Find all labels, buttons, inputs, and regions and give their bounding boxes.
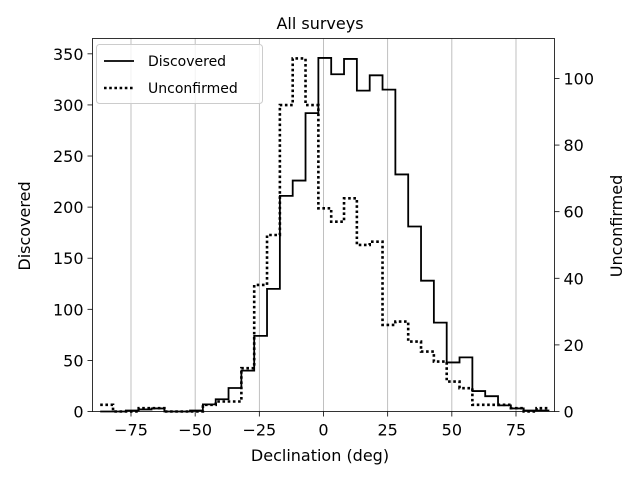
right-y-tick-label: 100: [564, 69, 595, 88]
left-y-tick-label: 100: [53, 300, 84, 319]
series-unconfirmed-step: [100, 57, 550, 413]
left-y-axis-label: Discovered: [15, 181, 34, 270]
left-y-tick-label: 350: [53, 45, 84, 64]
right-y-axis-label: Unconfirmed: [607, 175, 626, 278]
x-tick-label: 25: [377, 421, 397, 440]
x-tick-label: 75: [506, 421, 526, 440]
x-tick-label: −50: [178, 421, 212, 440]
left-y-tick-label: 300: [53, 96, 84, 115]
left-y-tick-label: 150: [53, 249, 84, 268]
legend-box: [96, 44, 263, 104]
legend: Discovered Unconfirmed: [96, 44, 263, 104]
right-y-tick-label: 80: [564, 136, 584, 155]
legend-label-discovered: Discovered: [148, 54, 226, 70]
x-axis-label: Declination (deg): [251, 446, 389, 465]
right-y-tick-label: 60: [564, 203, 584, 222]
x-tick-label: 50: [442, 421, 462, 440]
x-tick-label: 0: [318, 421, 328, 440]
chart-title: All surveys: [276, 14, 363, 33]
x-axis: −75 −50 −25 0 25 50 75: [114, 411, 526, 440]
left-y-axis: 0 50 100 150 200 250 300 350: [53, 45, 93, 422]
right-y-tick-label: 40: [564, 269, 584, 288]
x-tick-label: −75: [114, 421, 148, 440]
left-y-tick-label: 0: [73, 403, 83, 422]
left-y-tick-label: 200: [53, 198, 84, 217]
right-y-tick-label: 0: [564, 403, 574, 422]
left-y-tick-label: 50: [63, 351, 83, 370]
x-tick-label: −25: [242, 421, 276, 440]
right-y-tick-label: 20: [564, 336, 584, 355]
left-y-tick-label: 250: [53, 147, 84, 166]
right-y-axis: 0 20 40 60 80 100: [554, 69, 595, 422]
legend-label-unconfirmed: Unconfirmed: [148, 81, 238, 97]
